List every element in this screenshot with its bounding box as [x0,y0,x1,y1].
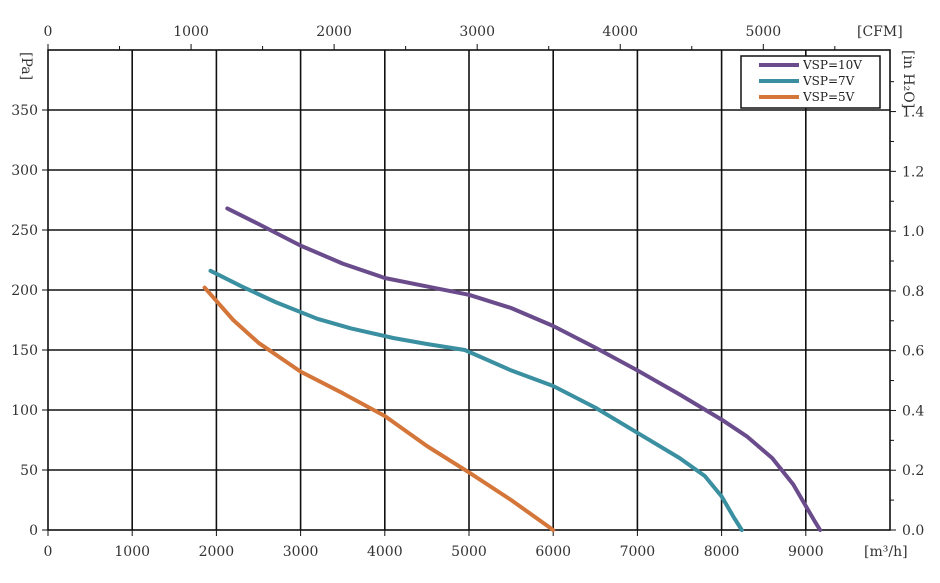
right-tick-label: 1.0 [902,224,924,240]
series-line-vsp-7v [208,268,744,532]
series-line-vsp-5v [202,285,556,532]
top-tick-label: 0 [44,24,53,40]
tick-marks [42,44,896,536]
legend-label: VSP=5V [802,90,855,104]
x-tick-label: 6000 [535,544,571,560]
x-tick-label: 2000 [199,544,235,560]
right-tick-label: 0.0 [902,523,924,539]
x-tick-label: 5000 [451,544,487,560]
top-tick-label: 3000 [459,24,495,40]
right-unit-label: [in H₂O] [900,50,916,108]
y-tick-label: 0 [29,523,38,539]
right-tick-label: 0.6 [902,344,924,360]
x-tick-label: 3000 [283,544,319,560]
top-tick-label: 2000 [316,24,352,40]
right-tick-label: 0.8 [902,284,924,300]
x-tick-label: 7000 [620,544,656,560]
legend-label: VSP=7V [802,74,855,88]
x-tick-label: 0 [44,544,53,560]
y-tick-label: 300 [11,163,38,179]
legend: VSP=10V VSP=7V VSP=5V [740,55,881,109]
x-tick-label: 9000 [788,544,824,560]
right-tick-label: 1.4 [902,105,924,121]
y-tick-label: 200 [11,283,38,299]
legend-label: VSP=10V [802,58,862,72]
y-tick-label: 350 [11,103,38,119]
top-tick-label: 4000 [602,24,638,40]
right-tick-label: 0.4 [902,403,924,419]
y-tick-label: 50 [20,463,38,479]
y-unit-label: [Pa] [18,52,34,80]
x-unit-label: [m³/h] [864,544,908,560]
x-tick-label: 1000 [114,544,150,560]
right-tick-label: 0.2 [902,463,924,479]
top-unit-label: [CFM] [857,24,903,40]
top-tick-label: 1000 [173,24,209,40]
y-tick-label: 250 [11,223,38,239]
right-tick-label: 1.2 [902,164,924,180]
series-lines [202,206,823,532]
series-line-vsp-10v [225,206,823,532]
y-tick-label: 150 [11,343,38,359]
tick-labels: 0 1000 2000 3000 4000 5000 6000 7000 8000 9000050… [11,24,924,560]
y-tick-label: 100 [11,403,38,419]
grid [48,50,890,530]
x-tick-label: 8000 [704,544,740,560]
x-tick-label: 4000 [367,544,403,560]
top-tick-label: 5000 [745,24,781,40]
